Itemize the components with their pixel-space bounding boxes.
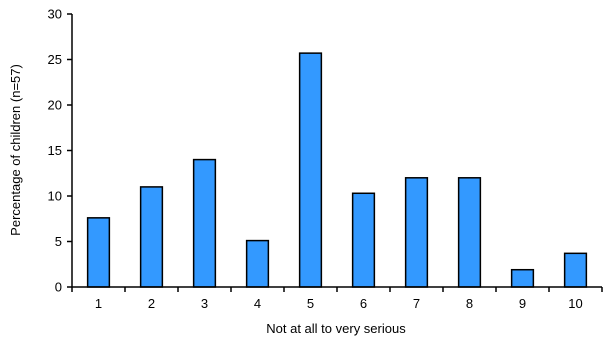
- y-tick-label: 20: [48, 98, 62, 113]
- y-axis-label: Percentage of children (n=57): [8, 64, 23, 236]
- x-tick-label: 1: [95, 296, 102, 311]
- y-ticks-group: 0 5 10 15 20 25 30: [48, 7, 72, 295]
- bar-3: [192, 158, 217, 288]
- y-tick-label: 25: [48, 52, 62, 67]
- x-tick-label: 10: [568, 296, 582, 311]
- y-tick-label: 0: [55, 280, 62, 295]
- x-tick-label: 8: [466, 296, 473, 311]
- x-tick-label: 4: [254, 296, 261, 311]
- bar-1: [86, 217, 111, 288]
- x-axis-label: Not at all to very serious: [266, 321, 406, 336]
- bar-7: [404, 177, 429, 288]
- y-tick-label: 30: [48, 7, 62, 22]
- bar-4: [245, 239, 270, 288]
- x-tick-label: 5: [307, 296, 314, 311]
- x-tick-label: 9: [519, 296, 526, 311]
- bars-group: [86, 52, 588, 288]
- x-tick-label: 7: [413, 296, 420, 311]
- x-tick-label: 6: [360, 296, 367, 311]
- y-tick-label: 10: [48, 189, 62, 204]
- bar-2: [139, 186, 164, 288]
- x-ticks-group: 1 2 3 4 5 6 7 8 9 10: [71, 287, 603, 311]
- bar-10: [563, 252, 588, 288]
- bar-9: [510, 268, 535, 288]
- y-tick-label: 5: [55, 234, 62, 249]
- bar-8: [457, 177, 482, 288]
- x-tick-label: 3: [201, 296, 208, 311]
- y-tick-label: 15: [48, 143, 62, 158]
- bar-6: [351, 192, 376, 288]
- bar-5: [298, 52, 323, 288]
- x-tick-label: 2: [148, 296, 155, 311]
